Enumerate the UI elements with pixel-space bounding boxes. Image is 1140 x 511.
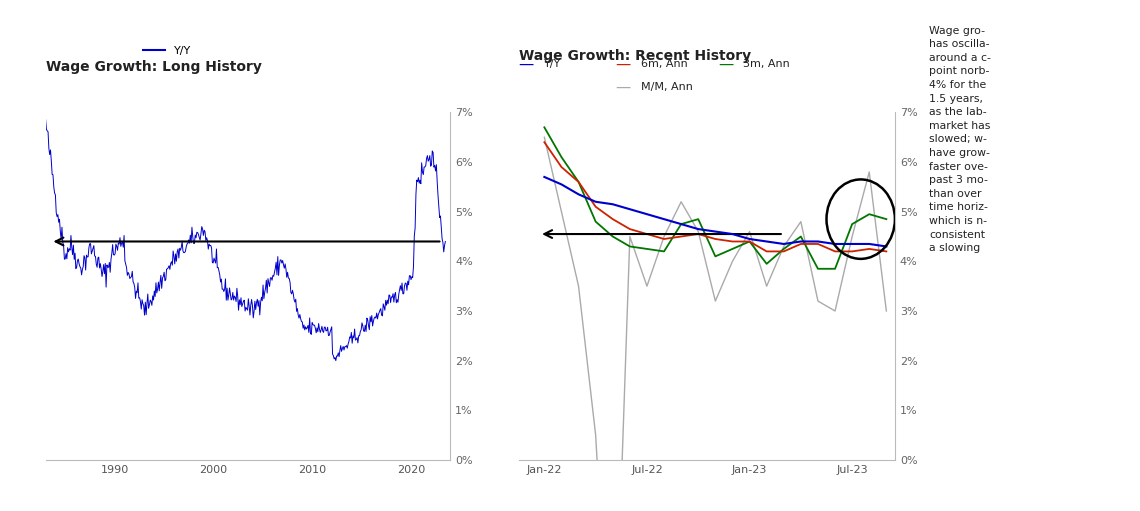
Text: —: —	[718, 56, 733, 72]
Text: Wage Growth: Recent History: Wage Growth: Recent History	[519, 49, 751, 63]
Legend: Y/Y: Y/Y	[138, 41, 196, 60]
Text: Wage Growth: Long History: Wage Growth: Long History	[46, 60, 261, 74]
Text: 6m, Ann: 6m, Ann	[641, 59, 687, 69]
Text: 3m, Ann: 3m, Ann	[743, 59, 790, 69]
Text: —: —	[519, 56, 534, 72]
Text: —: —	[616, 79, 630, 95]
Text: Wage gro-
has oscilla-
around a c-
point norb-
4% for the
1.5 years,
as the lab-: Wage gro- has oscilla- around a c- point…	[929, 26, 991, 253]
Text: —: —	[616, 56, 630, 72]
Text: Y/Y: Y/Y	[544, 59, 561, 69]
Text: M/M, Ann: M/M, Ann	[641, 82, 693, 92]
